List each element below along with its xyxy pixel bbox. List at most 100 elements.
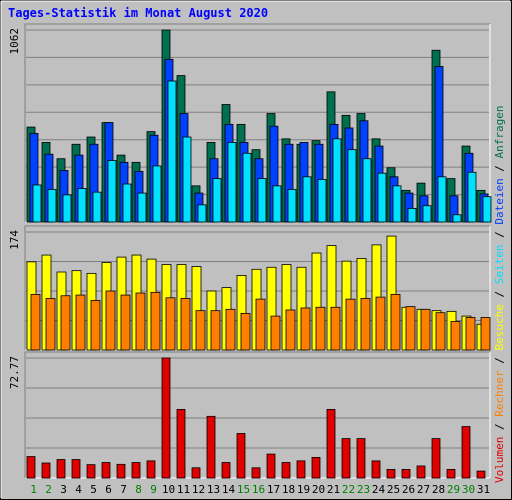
bar-seiten-day-8 bbox=[137, 192, 147, 223]
x-tick-label: 10 bbox=[162, 483, 175, 496]
bar-rechner-day-25 bbox=[390, 293, 401, 351]
bar-rechner-day-4 bbox=[75, 294, 86, 351]
bar-rechner-day-8 bbox=[135, 292, 146, 351]
legend-entry-besuche: Besuche bbox=[493, 304, 506, 350]
panel-middle: 174 bbox=[8, 225, 491, 351]
x-tick-label: 7 bbox=[120, 483, 127, 496]
bar-rechner-day-19 bbox=[300, 307, 311, 351]
legend-separator: / bbox=[493, 225, 506, 245]
bar-volumen-day-14 bbox=[221, 462, 231, 479]
legend-entry-seiten: Seiten bbox=[493, 245, 506, 285]
bar-rechner-day-20 bbox=[315, 306, 326, 351]
bar-volumen-day-9 bbox=[146, 460, 156, 479]
bar-volumen-day-21 bbox=[326, 409, 336, 479]
bar-volumen-day-26 bbox=[401, 469, 411, 479]
bar-rechner-day-12 bbox=[195, 310, 206, 351]
bar-rechner-day-7 bbox=[120, 294, 131, 351]
bar-rechner-day-13 bbox=[210, 310, 221, 351]
bar-rechner-day-22 bbox=[345, 298, 356, 351]
x-tick-label: 15 bbox=[237, 483, 250, 496]
legend-separator: / bbox=[493, 351, 506, 371]
bar-volumen-day-17 bbox=[266, 453, 276, 479]
x-tick-label: 8 bbox=[135, 483, 142, 496]
bar-volumen-day-4 bbox=[71, 459, 81, 479]
bar-volumen-day-27 bbox=[416, 465, 426, 479]
bar-rechner-day-21 bbox=[330, 306, 341, 351]
bar-rechner-day-18 bbox=[285, 309, 296, 351]
x-tick-label: 16 bbox=[252, 483, 265, 496]
x-tick-label: 6 bbox=[105, 483, 112, 496]
bar-rechner-day-27 bbox=[420, 308, 431, 351]
bar-seiten-day-5 bbox=[92, 191, 102, 223]
bar-rechner-day-15 bbox=[240, 312, 251, 351]
bar-seiten-day-1 bbox=[32, 184, 42, 223]
bar-rechner-day-14 bbox=[225, 308, 236, 351]
bar-seiten-day-6 bbox=[107, 160, 117, 223]
bar-volumen-day-29 bbox=[446, 469, 456, 479]
bar-seiten-day-13 bbox=[212, 178, 222, 223]
legend-separator: / bbox=[493, 158, 506, 178]
bar-volumen-day-24 bbox=[371, 460, 381, 479]
bar-rechner-day-1 bbox=[30, 293, 41, 351]
bar-seiten-day-21 bbox=[332, 138, 342, 223]
bar-seiten-day-7 bbox=[122, 183, 132, 223]
x-tick-label: 3 bbox=[60, 483, 67, 496]
chart-panels: 1062 174 72.77 bbox=[8, 23, 492, 479]
legend-entry-rechner: Rechner bbox=[493, 370, 506, 417]
bar-volumen-day-25 bbox=[386, 469, 396, 479]
bar-volumen-day-22 bbox=[341, 438, 351, 479]
bar-seiten-day-2 bbox=[47, 189, 57, 223]
x-tick-label: 14 bbox=[222, 483, 236, 496]
bar-volumen-day-31 bbox=[476, 470, 486, 479]
bar-volumen-day-6 bbox=[101, 462, 111, 479]
bar-seiten-day-30 bbox=[467, 171, 477, 223]
bar-seiten-day-10 bbox=[167, 80, 177, 223]
bar-seiten-day-3 bbox=[62, 194, 72, 223]
x-tick-label: 17 bbox=[267, 483, 280, 496]
bar-volumen-day-1 bbox=[26, 456, 36, 479]
bar-seiten-day-4 bbox=[77, 188, 87, 223]
chart-title: Tages-Statistik im Monat August 2020 bbox=[8, 6, 268, 20]
bar-rechner-day-24 bbox=[375, 296, 386, 351]
x-axis-labels: 1 2 3 4 5 6 7 8 9 10 11 12 13 14 15 16 17 18 19 20 21 22 23 24 2… bbox=[30, 483, 490, 496]
bar-seiten-day-19 bbox=[302, 176, 312, 223]
x-tick-label: 21 bbox=[327, 483, 340, 496]
x-tick-label: 13 bbox=[207, 483, 220, 496]
bar-volumen-day-30 bbox=[461, 426, 471, 479]
bar-volumen-day-11 bbox=[176, 409, 186, 479]
legend-entry-volumen: Volumen bbox=[493, 437, 506, 483]
bar-seiten-day-16 bbox=[257, 178, 267, 223]
bar-rechner-day-29 bbox=[450, 321, 461, 351]
legend-entry-anfragen: Anfragen bbox=[493, 105, 506, 158]
bar-rechner-day-5 bbox=[90, 300, 101, 351]
x-tick-label: 26 bbox=[402, 483, 415, 496]
bar-volumen-day-7 bbox=[116, 463, 126, 479]
bar-seiten-day-17 bbox=[272, 185, 282, 223]
x-tick-label: 27 bbox=[417, 483, 430, 496]
bar-seiten-day-28 bbox=[437, 176, 447, 223]
y-tick-label: 1062 bbox=[8, 28, 21, 55]
x-tick-label: 22 bbox=[342, 483, 355, 496]
bar-rechner-day-11 bbox=[180, 298, 191, 351]
bar-seiten-day-14 bbox=[227, 142, 237, 223]
bar-rechner-day-2 bbox=[45, 298, 56, 351]
bar-volumen-day-5 bbox=[86, 464, 96, 479]
x-tick-label: 18 bbox=[282, 483, 295, 496]
bar-volumen-day-3 bbox=[56, 459, 66, 479]
x-tick-label: 2 bbox=[45, 483, 52, 496]
bar-seiten-day-12 bbox=[197, 204, 207, 223]
y-tick-label: 72.77 bbox=[8, 356, 21, 389]
bar-volumen-day-13 bbox=[206, 415, 216, 479]
bar-rechner-day-9 bbox=[150, 291, 161, 351]
x-tick-label: 4 bbox=[75, 483, 82, 496]
bar-seiten-day-11 bbox=[182, 136, 192, 223]
bar-rechner-day-23 bbox=[360, 298, 371, 351]
bar-rechner-day-10 bbox=[165, 297, 176, 351]
bar-seiten-day-9 bbox=[152, 165, 162, 223]
bar-rechner-day-6 bbox=[105, 290, 116, 351]
x-tick-label: 19 bbox=[297, 483, 310, 496]
x-tick-label: 1 bbox=[30, 483, 37, 496]
bar-volumen-day-16 bbox=[251, 467, 261, 479]
bar-volumen-day-19 bbox=[296, 460, 306, 479]
